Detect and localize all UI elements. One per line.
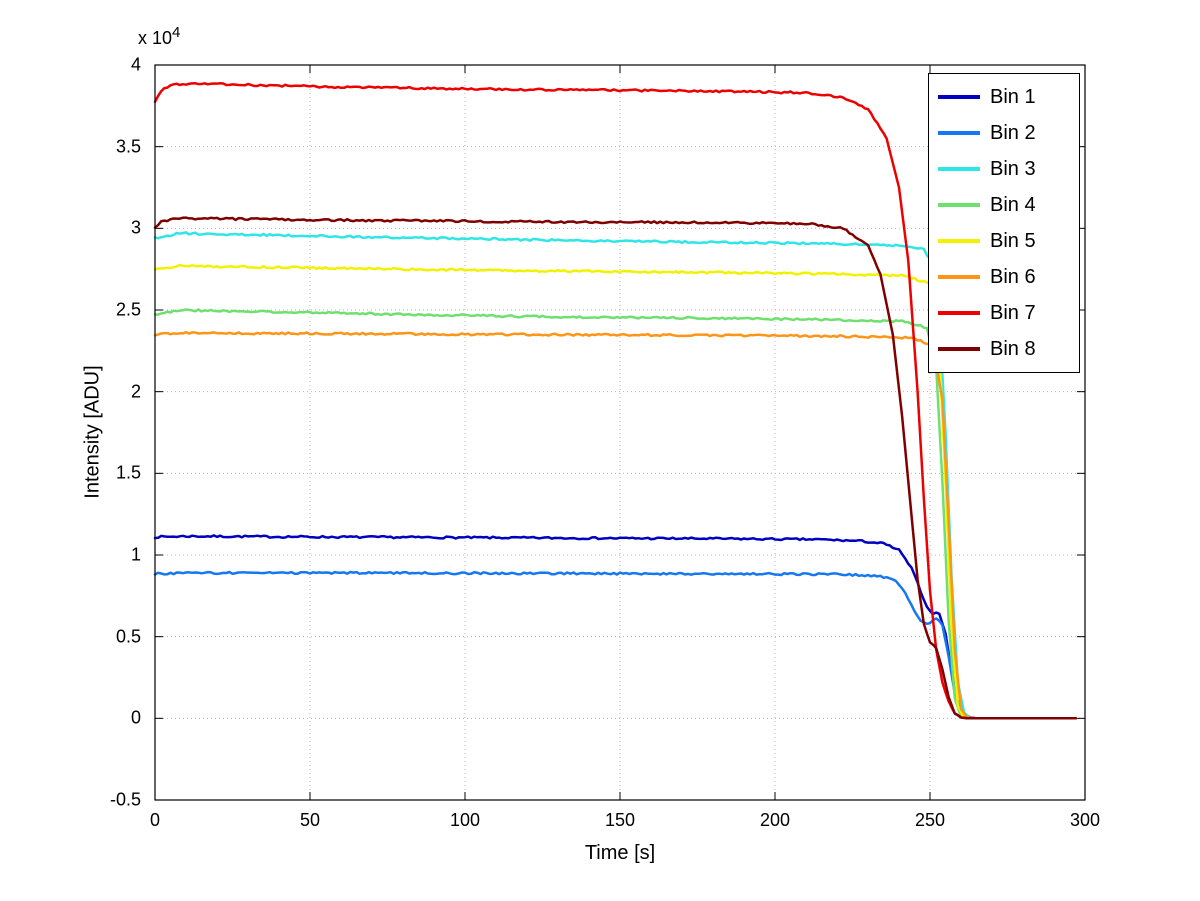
legend-label: Bin 1 [990,85,1036,108]
y-exponent-power: 4 [172,24,181,41]
series-line-bin-6 [153,330,1077,720]
legend-line-sample [938,239,980,243]
y-exponent-base: x 10 [138,28,173,48]
legend-line-sample [938,131,980,135]
x-tick-label: 50 [299,810,321,830]
series-line-bin-7 [153,82,1077,720]
legend-line-sample [938,347,980,351]
legend-item: Bin 8 [929,331,1079,367]
series-line-bin-8 [153,216,1077,720]
legend-item: Bin 2 [929,115,1079,151]
legend-item: Bin 6 [929,259,1079,295]
y-tick-label: 1 [130,544,141,565]
x-tick-label: 150 [604,810,636,830]
legend-item: Bin 1 [929,79,1079,115]
legend-label: Bin 6 [990,265,1036,288]
legend-item: Bin 5 [929,223,1079,259]
x-axis-label: Time [s] [584,842,656,864]
y-tick-label: 0 [130,707,141,728]
y-tick-label: 3.5 [115,136,141,157]
y-tick-label: 4 [130,54,141,75]
y-tick-label: 0.5 [115,626,141,647]
legend-label: Bin 7 [990,301,1036,324]
axes-frame [154,64,1086,801]
y-tick-label: 3 [130,217,141,238]
y-axis-label: Intensity [ADU] [81,365,104,499]
series-line-bin-2 [153,570,1077,720]
legend-label: Bin 8 [990,337,1036,360]
legend-line-sample [938,203,980,207]
legend-line-sample [938,167,980,171]
legend-line-sample [938,275,980,279]
legend-item: Bin 7 [929,295,1079,331]
legend-label: Bin 3 [990,157,1036,180]
legend-box: Bin 1 Bin 2 Bin 3 Bin 4 Bin 5 Bin 6 Bin 7 Bin 8 [928,73,1080,373]
x-tick-label: 200 [759,810,791,830]
legend-line-sample [938,95,980,99]
series-line-bin-1 [153,534,1077,720]
x-tick-label: 300 [1069,810,1101,830]
legend-label: Bin 4 [990,193,1036,216]
series-line-bin-3 [153,231,1077,720]
legend-line-sample [938,311,980,315]
legend-label: Bin 5 [990,229,1036,252]
x-tick-label: 100 [449,810,481,830]
y-tick-label: 2 [130,381,141,402]
series-line-bin-4 [153,308,1077,720]
y-tick-label: -0.5 [109,789,141,810]
legend-item: Bin 3 [929,151,1079,187]
series-line-bin-5 [153,263,1077,720]
y-tick-label: 2.5 [115,299,141,320]
x-tick-label: 250 [914,810,946,830]
legend-item: Bin 4 [929,187,1079,223]
y-tick-label: 1.5 [115,462,141,483]
y-axis-exponent-label: x 104 [138,24,180,49]
x-tick-label: 0 [149,810,161,830]
legend-label: Bin 2 [990,121,1036,144]
